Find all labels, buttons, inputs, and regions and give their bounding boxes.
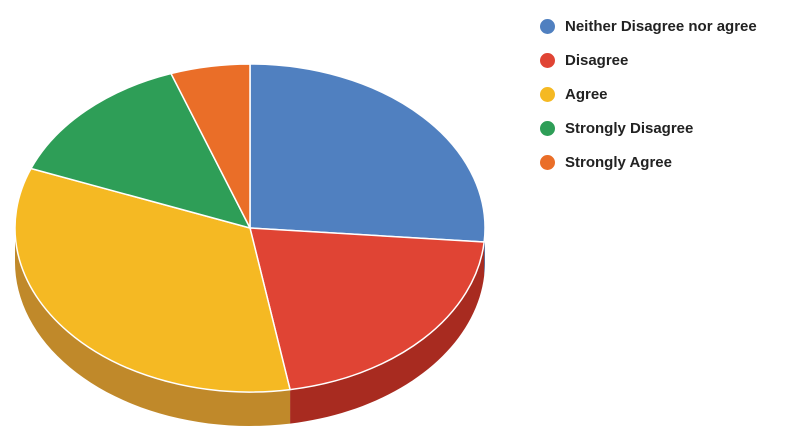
pie-slice — [14, 167, 291, 393]
pie-slice-side — [290, 242, 485, 424]
legend-item: Strongly Agree — [540, 145, 786, 179]
legend-swatch — [540, 52, 555, 68]
pie-slice — [249, 227, 485, 391]
legend-swatch — [540, 154, 555, 170]
legend-item: Strongly Disagree — [540, 111, 786, 145]
pie-slice — [30, 72, 251, 229]
legend-label: Agree — [565, 85, 608, 103]
legend-label: Neither Disagree nor agree — [565, 17, 757, 35]
pie-slice — [170, 63, 251, 229]
legend-item: Agree — [540, 77, 786, 111]
legend-swatch — [540, 120, 555, 136]
legend-item: Disagree — [540, 43, 786, 77]
chart-legend: Neither Disagree nor agree Disagree Agre… — [540, 9, 786, 179]
legend-item: Neither Disagree nor agree — [540, 9, 786, 43]
legend-label: Disagree — [565, 51, 629, 69]
pie-slice-side — [15, 228, 291, 426]
pie-slice — [249, 63, 486, 243]
legend-label: Strongly Disagree — [565, 119, 694, 137]
legend-label: Strongly Agree — [565, 153, 672, 171]
legend-swatch — [540, 18, 555, 34]
pie-slices — [14, 63, 486, 393]
legend-swatch — [540, 86, 555, 102]
